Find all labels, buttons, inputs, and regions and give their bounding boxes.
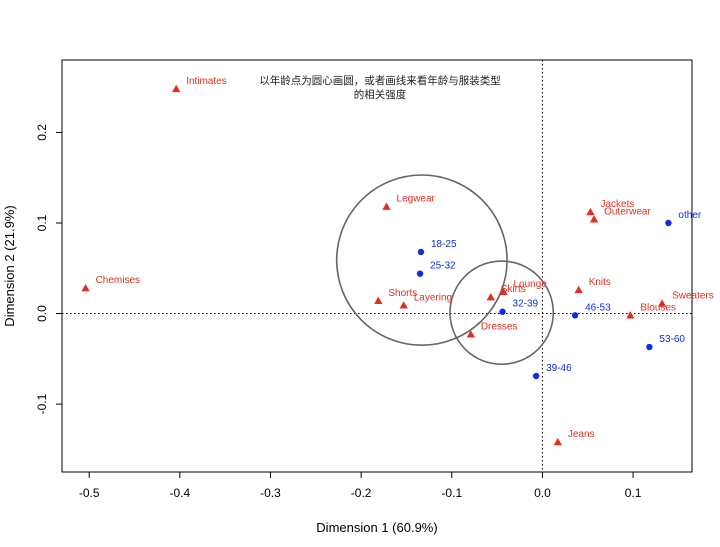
annotation-line-1: 以年龄点为圆心画圆，或者画线来看年龄与服装类型	[259, 74, 501, 87]
clothing-marker-legwear	[382, 202, 391, 210]
clothing-marker-knits	[574, 285, 583, 294]
age-label-39-46: 39-46	[546, 363, 572, 374]
age-marker-18-25	[417, 248, 425, 256]
age-marker-53-60	[646, 343, 653, 351]
clothing-label-intimates: Intimates	[186, 76, 227, 87]
age-label-46-53: 46-53	[585, 302, 611, 313]
age-label-other: other	[678, 210, 701, 221]
clothing-marker-intimates	[172, 84, 181, 93]
x-axis-title: Dimension 1 (60.9%)	[316, 520, 437, 535]
x-tick-label: 0.0	[534, 486, 551, 500]
clothing-marker-jackets	[586, 207, 595, 216]
clothing-marker-jeans	[553, 437, 563, 446]
clothing-label-blouses: Blouses	[640, 302, 676, 313]
y-tick-label: -0.1	[35, 393, 49, 414]
age-marker-32-39	[499, 308, 506, 315]
clothing-marker-outerwear	[589, 215, 599, 223]
y-axis: -0.1 0.0 0.1 0.2	[35, 124, 62, 414]
x-axis: -0.5 -0.4 -0.3 -0.2 -0.1 0.0 0.1	[79, 472, 642, 500]
x-tick-label: -0.3	[260, 486, 281, 500]
clothing-label-layering: Layering	[414, 292, 452, 303]
clothing-label-knits: Knits	[589, 277, 611, 288]
age-label-18-25: 18-25	[431, 239, 457, 250]
data-points	[81, 84, 672, 446]
age-marker-39-46	[532, 372, 540, 380]
y-axis-title: Dimension 2 (21.9%)	[2, 205, 17, 326]
clothing-label-shorts: Shorts	[388, 288, 417, 299]
clothing-label-outerwear: Outerwear	[604, 206, 651, 217]
age-marker-other	[665, 219, 672, 227]
age-label-53-60: 53-60	[659, 334, 685, 345]
clothing-label-chemises: Chemises	[96, 275, 140, 286]
age-circles	[335, 174, 555, 366]
clothing-label-dresses: Dresses	[481, 321, 518, 332]
age-circle-32-39	[449, 260, 555, 366]
clothing-label-jeans: Jeans	[568, 429, 595, 440]
x-tick-label: 0.1	[625, 486, 642, 500]
plot-frame	[61, 59, 693, 473]
clothing-label-legwear: Legwear	[397, 194, 436, 205]
x-tick-label: -0.1	[441, 486, 462, 500]
clothing-marker-blouses	[626, 311, 635, 319]
reference-lines	[62, 60, 692, 472]
age-label-32-39: 32-39	[513, 299, 539, 310]
clothing-marker-layering	[399, 301, 408, 309]
clothing-label-lounge: Lounge	[513, 279, 547, 290]
y-tick-label: 0.0	[35, 305, 49, 322]
age-marker-46-53	[571, 312, 579, 319]
clothing-marker-lounge	[499, 287, 508, 295]
age-label-25-32: 25-32	[430, 261, 456, 272]
x-tick-label: -0.4	[169, 486, 190, 500]
clothing-marker-sweaters	[657, 299, 667, 307]
clothing-label-skirts: Skirts	[501, 284, 526, 295]
clothing-marker-skirts	[486, 293, 495, 301]
clothing-marker-dresses	[466, 330, 476, 338]
y-tick-label: 0.1	[35, 214, 49, 231]
y-tick-label: 0.2	[35, 124, 49, 141]
annotation-line-2: 的相关强度	[354, 88, 407, 101]
clothing-label-jackets: Jackets	[600, 199, 634, 210]
x-tick-label: -0.5	[79, 486, 100, 500]
clothing-label-sweaters: Sweaters	[672, 291, 714, 302]
clothing-marker-chemises	[81, 283, 90, 292]
clothing-marker-shorts	[374, 296, 383, 305]
x-tick-label: -0.2	[351, 486, 372, 500]
age-marker-25-32	[416, 270, 424, 277]
age-circle-25-32	[335, 174, 508, 347]
